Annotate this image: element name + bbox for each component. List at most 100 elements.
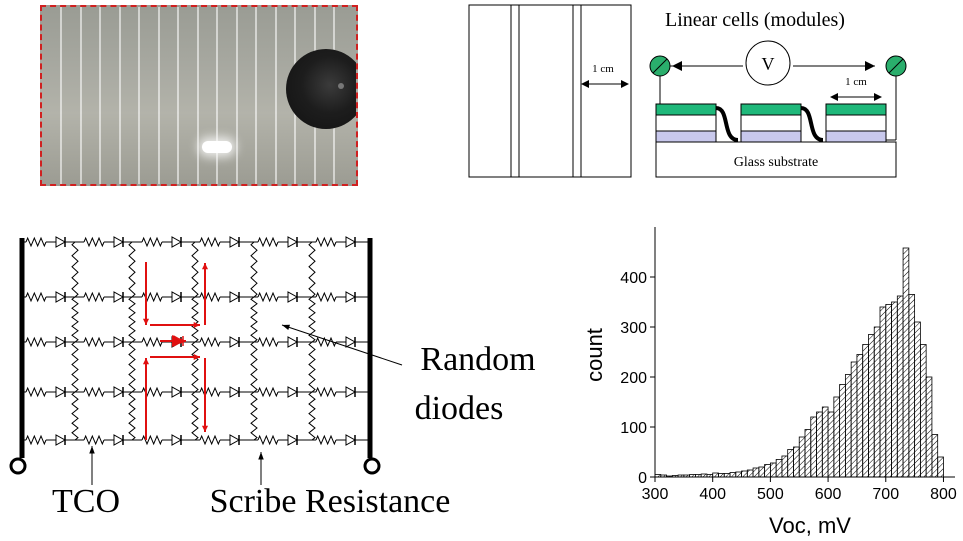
histogram-bar (821, 406, 829, 478)
network-diagram: Random diodes TCO Scribe Resistance (9, 236, 536, 520)
resistor (308, 341, 316, 393)
resistor (315, 336, 337, 348)
histogram-bar (914, 321, 921, 478)
left-contact (9, 457, 27, 475)
y-tick-label: 300 (620, 320, 647, 337)
histogram-bar (839, 384, 846, 478)
histogram-bar (741, 470, 748, 478)
resistor (83, 336, 105, 348)
resistor (308, 296, 316, 343)
diode (287, 236, 299, 248)
diode (229, 236, 241, 248)
y-tick-label: 100 (620, 420, 647, 437)
x-tick-label: 500 (757, 486, 784, 503)
y-tick-label: 200 (620, 370, 647, 387)
histogram-bar (735, 471, 742, 478)
resistor (141, 434, 163, 446)
module-photo (40, 5, 358, 186)
diode (113, 236, 125, 248)
diode (287, 434, 299, 446)
resistor (71, 241, 79, 298)
diode (345, 291, 357, 303)
width-label-left: 1 cm (592, 63, 614, 75)
resistor (199, 336, 221, 348)
histogram-bar (775, 459, 783, 478)
histogram-bar (885, 304, 892, 478)
substrate-label: Glass substrate (734, 155, 818, 170)
x-tick-label: 600 (815, 486, 842, 503)
diode (287, 336, 299, 348)
cell-1 (655, 103, 717, 143)
resistor (257, 434, 279, 446)
diode (55, 336, 67, 348)
diode (229, 434, 241, 446)
histogram-bar (833, 396, 841, 478)
resistor (250, 391, 258, 441)
pointer-line (281, 324, 403, 366)
histogram-bar (764, 464, 771, 478)
resistor (257, 336, 279, 348)
diode (345, 236, 357, 248)
resistor (308, 241, 316, 298)
width-label-right: 1 cm (845, 76, 867, 88)
diode (55, 291, 67, 303)
diode (171, 386, 183, 398)
histogram-bar (931, 434, 939, 478)
histogram-bar (925, 376, 933, 478)
diode (229, 386, 241, 398)
resistor (25, 434, 47, 446)
histogram-bar (718, 473, 725, 478)
resistor (250, 341, 258, 393)
resistor (257, 386, 279, 398)
resistor (141, 291, 163, 303)
x-tick-label: 800 (930, 486, 957, 503)
resistor (191, 241, 199, 298)
y-axis-label: count (582, 328, 607, 382)
histogram-bar (712, 472, 719, 478)
histogram-bar (856, 354, 864, 478)
diode (345, 336, 357, 348)
resistor (191, 391, 199, 441)
histogram-bars (654, 247, 944, 478)
histogram-bar (746, 469, 754, 478)
resistor (25, 386, 47, 398)
diode (55, 386, 67, 398)
resistor (141, 236, 163, 248)
x-tick-label: 700 (872, 486, 899, 503)
histogram-bar (810, 416, 817, 478)
cell-3 (825, 103, 887, 143)
resistor (25, 236, 47, 248)
label-scribe-resistance: Scribe Resistance (210, 483, 451, 520)
module-schematic: 1 cm Linear cells (modules) V Glass subs… (468, 4, 907, 178)
cell-2 (740, 103, 802, 143)
diode (171, 291, 183, 303)
diode (55, 236, 67, 248)
x-axis-label: Voc, mV (769, 513, 851, 538)
diode (113, 291, 125, 303)
light-glare (202, 141, 232, 153)
histogram-bar (891, 301, 898, 478)
voltmeter-label: V (762, 54, 775, 74)
histogram-bar (723, 473, 731, 478)
diode (229, 336, 241, 348)
resistor (128, 341, 136, 393)
histogram-bar (798, 436, 806, 478)
diode (171, 236, 183, 248)
diode (171, 434, 183, 446)
histogram-bar (902, 247, 910, 478)
resistor (25, 336, 47, 348)
histogram-bar (873, 326, 881, 478)
diode (229, 291, 241, 303)
diode (345, 386, 357, 398)
resistor (250, 296, 258, 343)
histogram-bar (896, 295, 904, 478)
histogram-bar (850, 361, 858, 478)
diode (345, 434, 357, 446)
resistor (83, 291, 105, 303)
histogram-bar (816, 411, 823, 478)
y-tick-label: 400 (620, 270, 647, 287)
diode (55, 434, 67, 446)
right-contact (363, 457, 381, 475)
histogram-bar (937, 456, 944, 478)
